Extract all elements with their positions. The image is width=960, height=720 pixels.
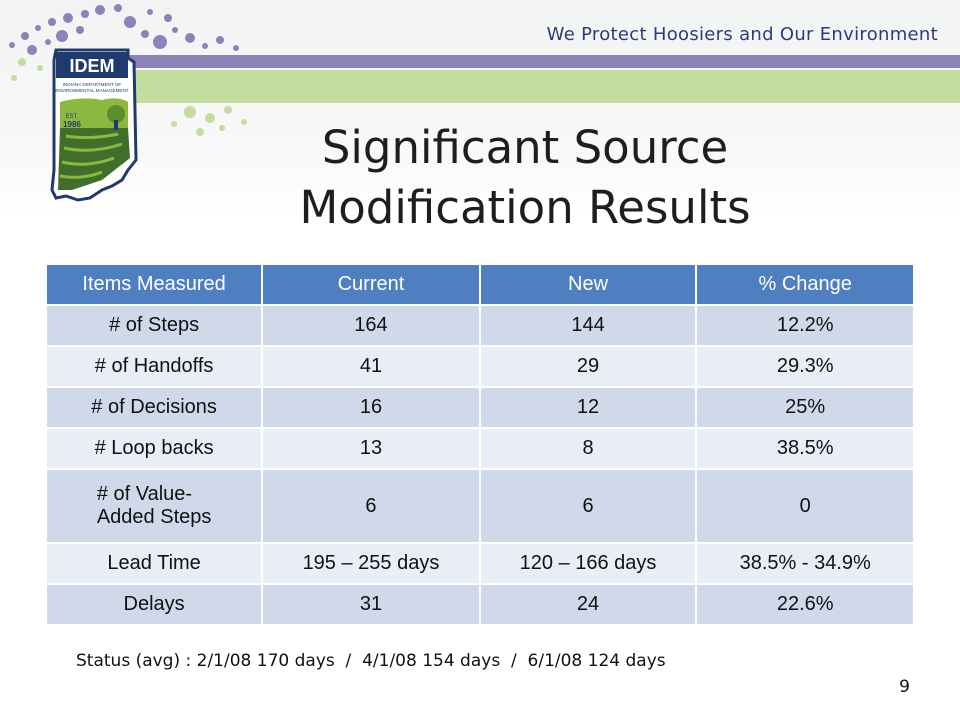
- row-new: 144: [479, 305, 698, 347]
- row-item-line2: Added Steps: [96, 506, 212, 528]
- row-item: Delays: [47, 584, 264, 626]
- page-number: 9: [899, 677, 910, 697]
- row-new: 24: [479, 584, 698, 626]
- header-items-measured: Items Measured: [47, 265, 264, 306]
- header-new: New: [479, 265, 698, 306]
- table-row: # of Decisions 16 12 25%: [47, 387, 913, 429]
- slide-title: Significant Source Modification Results: [230, 118, 820, 238]
- logo-subtitle-line2: ENVIRONMENTAL MANAGEMENT: [55, 88, 128, 93]
- results-table: Items Measured Current New % Change # of…: [47, 265, 913, 626]
- logo-subtitle-line1: INDIANA DEPARTMENT OF: [63, 82, 122, 87]
- table-row: # of Value- Added Steps 6 6 0: [47, 469, 913, 544]
- row-change: 0: [696, 469, 913, 544]
- row-item: # Loop backs: [47, 428, 264, 470]
- logo-est-year: 1986: [63, 120, 81, 129]
- table-row: Delays 31 24 22.6%: [47, 584, 913, 626]
- row-change: 12.2%: [696, 305, 913, 347]
- header-band-purple: [128, 55, 960, 68]
- row-change: 22.6%: [696, 584, 913, 626]
- row-current: 13: [262, 428, 481, 470]
- row-item: # of Decisions: [47, 387, 264, 429]
- row-change: 38.5%: [696, 428, 913, 470]
- header-tagline: We Protect Hoosiers and Our Environment: [546, 24, 938, 45]
- row-item-wrap: # of Value- Added Steps: [97, 483, 212, 529]
- row-new: 120 – 166 days: [479, 543, 698, 585]
- row-item: Lead Time: [47, 543, 264, 585]
- table-row: Lead Time 195 – 255 days 120 – 166 days …: [47, 543, 913, 585]
- row-new: 6: [479, 469, 698, 544]
- slide-title-line1: Significant Source: [321, 121, 729, 174]
- table-row: # of Steps 164 144 12.2%: [47, 305, 913, 347]
- row-item-line1: # of Value-: [96, 483, 193, 505]
- row-current: 195 – 255 days: [262, 543, 481, 585]
- table-row: # of Handoffs 41 29 29.3%: [47, 346, 913, 388]
- slide-title-line2: Modification Results: [299, 181, 751, 234]
- row-change: 38.5% - 34.9%: [696, 543, 913, 585]
- table-header-row: Items Measured Current New % Change: [47, 265, 913, 306]
- row-current: 6: [262, 469, 481, 544]
- row-current: 164: [262, 305, 481, 347]
- status-note: Status (avg) : 2/1/08 170 days / 4/1/08 …: [76, 651, 666, 671]
- idem-logo: IDEM INDIANA DEPARTMENT OF ENVIRONMENTAL…: [50, 48, 138, 202]
- row-current: 16: [262, 387, 481, 429]
- logo-wordmark: IDEM: [70, 56, 115, 76]
- row-item: # of Value- Added Steps: [47, 469, 264, 544]
- row-new: 12: [479, 387, 698, 429]
- logo-est-label: EST.: [66, 114, 79, 120]
- row-item: # of Handoffs: [47, 346, 264, 388]
- row-change: 29.3%: [696, 346, 913, 388]
- header-current: Current: [262, 265, 481, 306]
- row-new: 29: [479, 346, 698, 388]
- row-current: 41: [262, 346, 481, 388]
- row-change: 25%: [696, 387, 913, 429]
- row-item: # of Steps: [47, 305, 264, 347]
- row-current: 31: [262, 584, 481, 626]
- decorative-dots: [9, 4, 247, 136]
- table-row: # Loop backs 13 8 38.5%: [47, 428, 913, 470]
- header-percent-change: % Change: [696, 265, 913, 306]
- row-new: 8: [479, 428, 698, 470]
- header-band-green: [128, 70, 960, 103]
